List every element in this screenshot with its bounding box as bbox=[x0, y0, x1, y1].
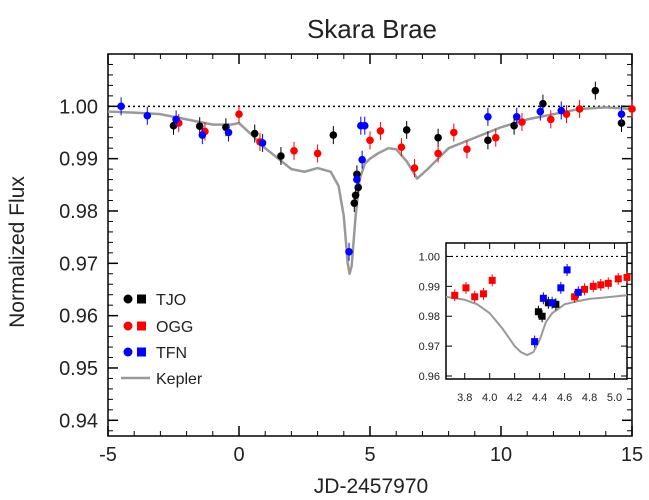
ogg-point bbox=[366, 137, 374, 145]
inset-ogg-point bbox=[615, 275, 622, 282]
tfn-point bbox=[358, 156, 366, 164]
legend-tjo-circle bbox=[124, 295, 133, 304]
ogg-point bbox=[314, 150, 322, 158]
y-axis-label: Normalized Flux bbox=[6, 176, 29, 328]
ogg-point bbox=[398, 143, 406, 151]
tjo-point bbox=[484, 137, 492, 145]
ogg-point bbox=[576, 105, 584, 113]
tjo-point bbox=[350, 199, 358, 207]
legend: TJO OGG TFN Kepler bbox=[121, 292, 203, 388]
inset-tjo-point bbox=[539, 313, 546, 320]
inset-x-tick-label: 4.0 bbox=[482, 392, 497, 404]
tfn-point bbox=[345, 248, 353, 256]
legend-label-kepler: Kepler bbox=[156, 371, 203, 388]
inset-ogg-point bbox=[590, 283, 597, 290]
ogg-point bbox=[377, 127, 385, 135]
inset-ogg-point bbox=[624, 274, 631, 281]
inset-x-tick-label: 4.2 bbox=[507, 392, 522, 404]
ogg-point bbox=[547, 116, 555, 124]
y-tick-label: 0.98 bbox=[59, 201, 98, 223]
tjo-point bbox=[330, 131, 338, 139]
legend-label-tjo: TJO bbox=[156, 292, 186, 309]
tfn-point bbox=[144, 112, 152, 120]
inset-ogg-point bbox=[581, 286, 588, 293]
inset-chart: 3.8 4.0 4.2 4.4 4.6 4.8 5.0 0.96 0.97 0.98 0.99 1.0… bbox=[419, 243, 631, 404]
legend-label-ogg: OGG bbox=[156, 319, 193, 336]
tjo-point bbox=[434, 134, 442, 142]
inset-x-tick-label: 4.6 bbox=[557, 392, 572, 404]
tfn-point bbox=[172, 116, 180, 124]
inset-x-tick-label: 5.0 bbox=[607, 392, 622, 404]
x-tick-label: 5 bbox=[364, 444, 375, 466]
y-tick-label: 0.94 bbox=[59, 410, 98, 432]
tjo-point bbox=[251, 130, 259, 138]
inset-x-tick-label: 4.4 bbox=[532, 392, 547, 404]
inset-y-tick-label: 1.00 bbox=[419, 251, 440, 263]
tfn-point bbox=[537, 108, 545, 116]
inset-y-tick-label: 0.98 bbox=[419, 311, 440, 323]
legend-tfn-square bbox=[137, 348, 146, 357]
ogg-point bbox=[235, 110, 243, 118]
inset-y-tick-label: 0.97 bbox=[419, 341, 440, 353]
y-tick-label: 0.96 bbox=[59, 306, 98, 328]
tfn-point bbox=[513, 113, 521, 121]
tfn-point bbox=[117, 103, 125, 111]
chart-title: Skara Brae bbox=[307, 14, 437, 44]
ogg-point bbox=[450, 129, 458, 137]
tfn-point bbox=[259, 139, 267, 147]
tfn-point bbox=[199, 131, 207, 139]
inset-y-tick-label: 0.96 bbox=[419, 371, 440, 383]
legend-label-tfn: TFN bbox=[156, 345, 187, 362]
inset-tfn-point bbox=[575, 289, 582, 296]
tfn-point bbox=[618, 110, 626, 118]
inset-tfn-point bbox=[531, 338, 538, 345]
tfn-point bbox=[484, 113, 492, 121]
tfn-point bbox=[353, 176, 361, 184]
ogg-point bbox=[463, 145, 471, 153]
ogg-point bbox=[290, 147, 298, 155]
inset-ogg-point bbox=[462, 284, 469, 291]
x-tick-label: 0 bbox=[233, 444, 244, 466]
tjo-point bbox=[592, 87, 600, 95]
tfn-point bbox=[557, 107, 565, 115]
y-tick-label: 1.00 bbox=[59, 96, 98, 118]
y-tick-label: 0.95 bbox=[59, 358, 98, 380]
y-tick-label: 0.99 bbox=[59, 149, 98, 171]
inset-ogg-point bbox=[597, 281, 604, 288]
ogg-point bbox=[628, 105, 636, 113]
tjo-point bbox=[354, 184, 362, 192]
inset-tfn-point bbox=[549, 299, 556, 306]
inset-ogg-point bbox=[605, 280, 612, 287]
legend-tfn-circle bbox=[124, 348, 133, 357]
legend-ogg-circle bbox=[124, 322, 133, 331]
x-tick-label: 10 bbox=[490, 444, 512, 466]
legend-ogg-square bbox=[137, 322, 146, 331]
inset-ogg-point bbox=[480, 290, 487, 297]
inset-ogg-point bbox=[451, 292, 458, 299]
tjo-point bbox=[403, 126, 411, 134]
inset-tfn-point bbox=[557, 284, 564, 291]
tfn-point bbox=[225, 129, 233, 137]
inset-x-tick-label: 3.8 bbox=[457, 392, 472, 404]
data-points bbox=[117, 82, 636, 261]
x-axis-label: JD-2457970 bbox=[314, 475, 428, 498]
ogg-point bbox=[492, 134, 500, 142]
inset-x-tick-label: 4.8 bbox=[582, 392, 597, 404]
inset-tfn-point bbox=[540, 295, 547, 302]
ogg-point bbox=[434, 150, 442, 158]
x-tick-label: -5 bbox=[99, 444, 117, 466]
tfn-point bbox=[361, 122, 369, 130]
inset-ogg-point bbox=[471, 293, 478, 300]
y-tick-label: 0.97 bbox=[59, 253, 98, 275]
legend-tjo-square bbox=[137, 295, 146, 304]
x-tick-label: 15 bbox=[621, 444, 643, 466]
ogg-point bbox=[411, 164, 419, 172]
inset-y-tick-label: 0.99 bbox=[419, 281, 440, 293]
inset-tfn-point bbox=[564, 266, 571, 273]
tjo-point bbox=[277, 152, 285, 160]
inset-ogg-point bbox=[489, 277, 496, 284]
